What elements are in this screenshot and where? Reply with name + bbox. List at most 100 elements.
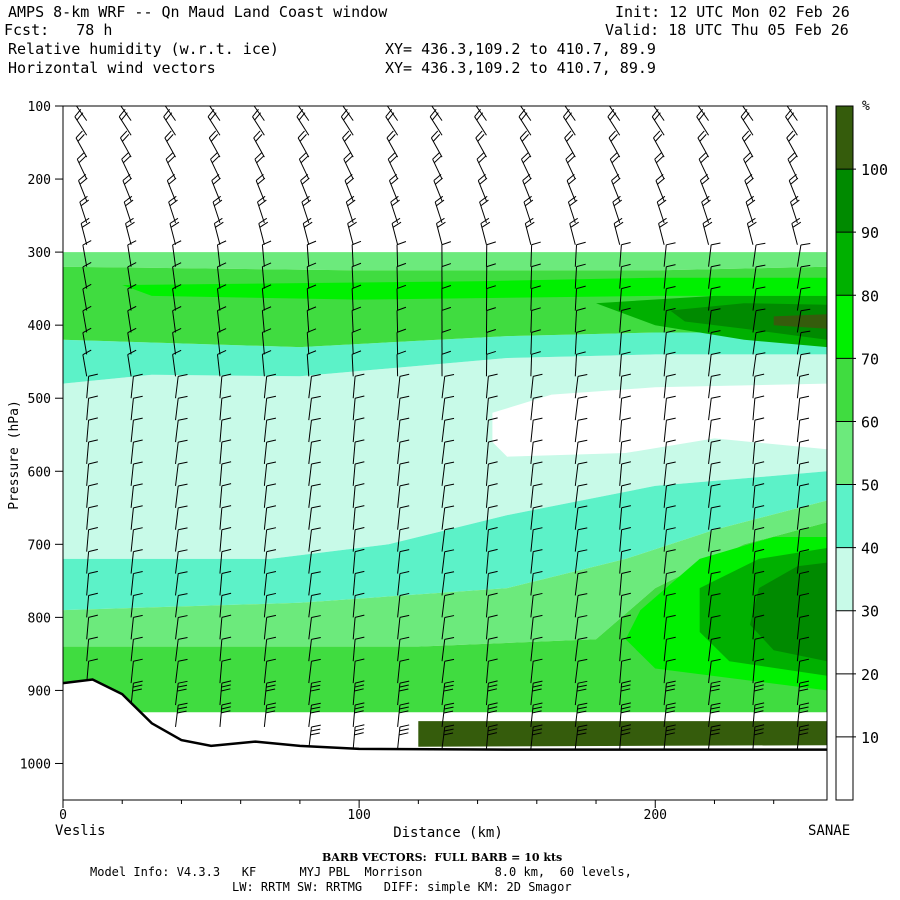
wind-barb-flag [488,592,498,596]
wind-barb-flag [432,134,441,142]
wind-barb-flag [212,195,221,203]
wind-barb-staff [82,354,88,377]
wind-barb-flag [133,680,143,684]
wind-barb-flag [431,130,439,139]
wind-barb-flag [621,241,631,246]
wind-barb-flag [609,112,617,121]
wind-barb-staff [441,463,446,486]
wind-barb-staff [708,485,712,508]
wind-barb-flag [74,108,82,118]
wind-barb-flag [576,710,587,714]
wind-barb-flag [666,307,676,312]
wind-barb-flag [487,728,498,732]
wind-barb-flag [798,710,809,714]
wind-barb-staff [352,398,356,421]
wind-barb-staff [352,573,356,596]
wind-barb-staff [663,376,667,399]
wind-barb-flag [577,483,588,487]
wind-barb-flag [88,570,98,575]
wind-barb-staff [708,332,712,355]
wind-barb-flag [172,262,182,268]
wind-barb-staff [663,288,667,311]
wind-barb-flag [533,549,543,553]
wind-barb-flag [221,636,232,640]
wind-barb-flag [178,680,188,684]
colorbar-bin [836,106,853,170]
wind-barb-staff [796,595,801,618]
wind-barb-flag [340,108,348,118]
wind-barb-staff [216,354,221,377]
wind-barb-flag [488,461,498,465]
wind-barb-flag [788,134,796,142]
colorbar-bin [836,547,853,611]
wind-barb-staff [397,420,401,443]
wind-barb-staff [297,106,310,121]
wind-barb-flag [82,240,92,246]
wind-barb-staff [485,463,489,486]
wind-barb-flag [787,152,796,160]
wind-barb-flag [799,439,810,443]
wind-barb-flag [298,112,306,121]
wind-barb-flag [311,724,321,728]
wind-barb-flag [665,728,676,732]
wind-barb-flag [621,724,631,728]
wind-barb-staff [619,332,622,355]
rh-region-90-100 [670,303,827,340]
wind-barb-staff [530,398,534,421]
wind-barb-staff [619,573,623,596]
wind-barb-staff [397,661,401,684]
wind-barb-flag [533,461,543,465]
wind-barb-flag [255,174,264,181]
rh-region-50-60 [63,252,827,271]
wind-barb-staff [619,288,622,311]
wind-barb-staff [708,310,712,333]
wind-barb-flag [754,373,765,377]
wind-barb-staff [397,398,401,421]
wind-barb-staff [82,310,88,333]
wind-barb-flag [665,706,676,710]
wind-barb-flag [88,461,98,465]
wind-barb-staff [86,617,90,640]
wind-barb-flag [621,636,631,640]
wind-barb-staff [219,507,223,530]
wind-barb-flag [532,732,542,736]
wind-barb-flag [711,505,721,509]
wind-barb-flag [355,395,365,399]
wind-barb-flag [88,636,98,640]
wind-barb-flag [488,658,498,662]
wind-barb-flag [798,688,809,692]
wind-barb-staff [431,106,443,121]
wind-barb-staff [619,595,623,618]
wind-barb-flag [608,130,616,139]
wind-barb-flag [711,264,721,268]
wind-barb-staff [86,595,90,618]
wind-barb-flag [666,549,676,553]
wind-barb-flag [385,95,391,103]
wind-barb-staff [530,529,534,552]
wind-barb-flag [307,306,317,311]
wind-barb-flag [577,395,588,399]
wind-barb-flag [299,134,307,142]
wind-barb-flag [351,240,362,246]
wind-barb-staff [752,639,756,662]
rh-region-40-50 [63,471,827,611]
wind-barb-flag [531,351,541,355]
wind-barb-flag [266,614,277,618]
wind-barb-flag [76,152,85,160]
wind-barb-flag [118,95,124,103]
wind-barb-staff [306,310,310,333]
barb-note: BARB VECTORS: FULL BARB = 10 kts [322,851,563,864]
wind-barb-staff [619,617,623,640]
wind-barb-flag [533,592,543,596]
wind-barb-flag [444,417,455,421]
wind-barb-flag [389,155,398,164]
wind-barb-staff [175,442,179,465]
wind-barb-flag [577,680,588,684]
wind-barb-staff [130,573,134,596]
wind-barb-staff [306,266,310,289]
wind-barb-flag [265,710,276,714]
wind-barb-flag [441,285,452,290]
colorbar-tick-label: 10 [861,729,879,747]
wind-barb-flag [399,614,410,618]
